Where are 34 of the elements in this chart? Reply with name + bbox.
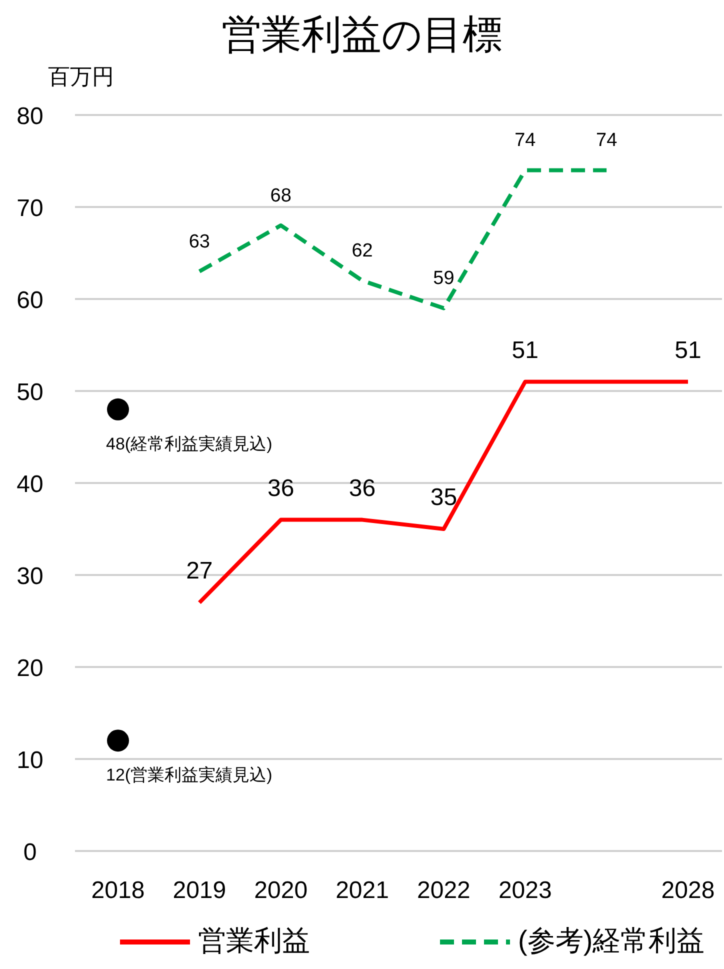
x-tick-label: 2021 (336, 877, 389, 904)
data-label: 63 (188, 231, 210, 252)
y-tick-label: 70 (16, 195, 44, 222)
x-tick-label: 2022 (417, 877, 470, 904)
x-tick-label: 2018 (91, 877, 145, 904)
x-tick-label: 2028 (661, 877, 715, 904)
y-tick-label: 40 (16, 471, 44, 498)
legend-label: 営業利益 (198, 925, 310, 956)
y-tick-label: 0 (23, 839, 37, 866)
y-axis-title: 百万円 (48, 64, 114, 89)
y-tick-label: 30 (16, 563, 44, 590)
data-label: 51 (512, 336, 538, 364)
data-label: 35 (430, 484, 458, 511)
data-label: 36 (348, 474, 376, 502)
data-label: 68 (270, 185, 292, 206)
data-label: 59 (433, 268, 454, 290)
y-tick-label: 20 (16, 655, 44, 682)
data-label: 62 (352, 240, 373, 262)
y-tick-label: 10 (16, 747, 44, 774)
data-label: 12(営業利益実績見込) (106, 766, 272, 785)
y-tick-label: 50 (16, 379, 44, 406)
x-tick-label: 2023 (498, 877, 552, 904)
legend-label: (参考)経常利益 (518, 925, 705, 956)
y-tick-label: 60 (16, 287, 44, 314)
data-label: 36 (268, 474, 294, 502)
data-label: 27 (186, 558, 213, 585)
x-tick-label: 2019 (172, 877, 226, 904)
y-tick-label: 80 (16, 103, 44, 130)
x-tick-label: 2020 (254, 877, 308, 904)
data-label: 74 (514, 130, 536, 152)
chart-title: 営業利益の目標 (222, 13, 502, 57)
data-label: 48(経常利益実績見込) (106, 434, 272, 454)
data-label: 51 (674, 336, 702, 364)
data-label: 74 (596, 130, 618, 152)
